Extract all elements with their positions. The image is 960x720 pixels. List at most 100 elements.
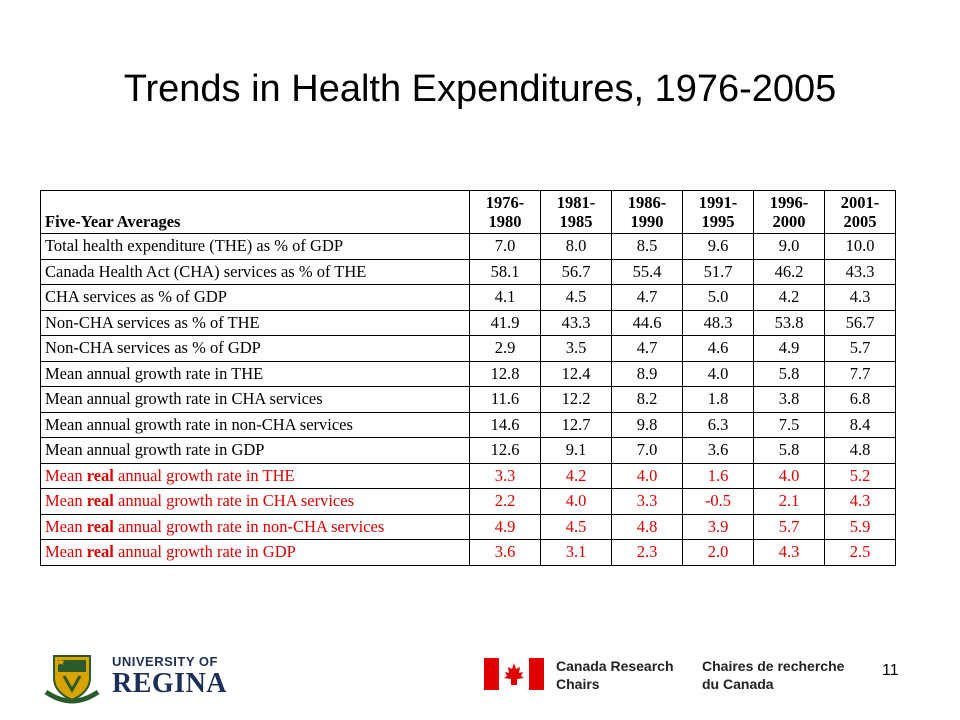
- slide-title: Trends in Health Expenditures, 1976-2005: [123, 68, 837, 110]
- real-emphasis: real: [86, 465, 114, 485]
- table-cell: 4.6: [682, 335, 754, 362]
- table-cell: 3.6: [469, 539, 541, 566]
- table-cell: 9.8: [611, 411, 683, 438]
- row-label: Mean annual growth rate in GDP: [40, 437, 470, 464]
- row-label: Canada Health Act (CHA) services as % of…: [40, 258, 470, 285]
- row-label: Total health expenditure (THE) as % of G…: [40, 233, 470, 260]
- period-header: 1986- 1990: [611, 190, 683, 234]
- table-cell: 5.8: [753, 360, 825, 387]
- table-cell: 14.6: [469, 411, 541, 438]
- table-cell: 5.8: [753, 437, 825, 464]
- table-cell: 56.7: [824, 309, 896, 336]
- table-cell: 11.6: [469, 386, 541, 413]
- row-label: Mean annual growth rate in CHA services: [40, 386, 470, 413]
- table-header-row: Five-Year Averages 1976- 1980 1981- 1985 1…: [40, 190, 896, 234]
- table-cell: 7.0: [611, 437, 683, 464]
- crc-french-line1: Chaires de recherche: [702, 658, 845, 674]
- row-label: Mean real annual growth rate in GDP: [40, 539, 470, 566]
- table-cell: 4.2: [540, 462, 612, 489]
- table-cell: 3.9: [682, 513, 754, 540]
- table-cell: 2.3: [611, 539, 683, 566]
- table-cell: 8.2: [611, 386, 683, 413]
- table-row-real: Mean real annual growth rate in THE 3.3 4.…: [40, 462, 896, 489]
- table-row: Non-CHA services as % of THE 41.9 43.3 44.6…: [40, 309, 896, 336]
- university-name-line2: REGINA: [112, 668, 228, 699]
- table-cell: 2.1: [753, 488, 825, 515]
- table-row: CHA services as % of GDP 4.1 4.5 4.7 5.0 4.2 4…: [40, 284, 896, 311]
- table-row: Mean annual growth rate in CHA services 1…: [40, 386, 896, 413]
- table-row-real: Mean real annual growth rate in non-CHA …: [40, 513, 896, 540]
- table-cell: 9.0: [753, 233, 825, 260]
- table-cell: 1.8: [682, 386, 754, 413]
- table-cell: 4.0: [611, 462, 683, 489]
- table-cell: 4.5: [540, 284, 612, 311]
- table-cell: 3.3: [469, 462, 541, 489]
- row-label: Non-CHA services as % of GDP: [40, 335, 470, 362]
- table-cell: 5.7: [753, 513, 825, 540]
- table-cell: 12.2: [540, 386, 612, 413]
- table-cell: 6.8: [824, 386, 896, 413]
- table-cell: 3.5: [540, 335, 612, 362]
- table-cell: 8.9: [611, 360, 683, 387]
- table-cell: 8.0: [540, 233, 612, 260]
- table-cell: 51.7: [682, 258, 754, 285]
- crc-french-line2: du Canada: [702, 676, 774, 692]
- table-cell: 5.0: [682, 284, 754, 311]
- table-cell: 10.0: [824, 233, 896, 260]
- row-label: CHA services as % of GDP: [40, 284, 470, 311]
- row-label: Mean annual growth rate in THE: [40, 360, 470, 387]
- table-cell: 3.3: [611, 488, 683, 515]
- table-cell: 3.1: [540, 539, 612, 566]
- row-label: Non-CHA services as % of THE: [40, 309, 470, 336]
- table-cell: 9.1: [540, 437, 612, 464]
- crest-icon: [44, 655, 100, 704]
- table-cell: 2.2: [469, 488, 541, 515]
- table-cell: 7.5: [753, 411, 825, 438]
- table-cell: 4.0: [540, 488, 612, 515]
- table-cell: 5.7: [824, 335, 896, 362]
- real-emphasis: real: [86, 516, 114, 536]
- table-cell: 3.6: [682, 437, 754, 464]
- period-header: 1981- 1985: [540, 190, 612, 234]
- canada-flag-icon: [484, 658, 544, 690]
- table-row: Mean annual growth rate in GDP 12.6 9.1 7.0…: [40, 437, 896, 464]
- table-cell: 58.1: [469, 258, 541, 285]
- table-cell: 1.6: [682, 462, 754, 489]
- table-cell: 12.4: [540, 360, 612, 387]
- table-cell: 12.8: [469, 360, 541, 387]
- table-cell: 12.6: [469, 437, 541, 464]
- slide-number: 11: [882, 662, 899, 679]
- table-cell: 56.7: [540, 258, 612, 285]
- table-cell: 4.3: [824, 488, 896, 515]
- table-row: Mean annual growth rate in non-CHA servi…: [40, 411, 896, 438]
- table-cell: 6.3: [682, 411, 754, 438]
- table-cell: 4.2: [753, 284, 825, 311]
- period-header: 1996- 2000: [753, 190, 825, 234]
- period-header: 2001- 2005: [824, 190, 896, 234]
- table-cell: 44.6: [611, 309, 683, 336]
- table-cell: 4.8: [824, 437, 896, 464]
- period-header: 1991- 1995: [682, 190, 754, 234]
- table-cell: 8.5: [611, 233, 683, 260]
- table-cell: 43.3: [824, 258, 896, 285]
- table-cell: 46.2: [753, 258, 825, 285]
- table-row: Non-CHA services as % of GDP 2.9 3.5 4.7 4.6…: [40, 335, 896, 362]
- table-cell: 55.4: [611, 258, 683, 285]
- table-cell: -0.5: [682, 488, 754, 515]
- period-header: 1976- 1980: [469, 190, 541, 234]
- crc-english-line2: Chairs: [556, 676, 600, 692]
- table-cell: 2.9: [469, 335, 541, 362]
- university-of-regina-logo: UNIVERSITY OF REGINA: [44, 652, 234, 704]
- table-cell: 4.9: [469, 513, 541, 540]
- table-cell: 12.7: [540, 411, 612, 438]
- table-row-real: Mean real annual growth rate in CHA serv…: [40, 488, 896, 515]
- table-cell: 4.3: [824, 284, 896, 311]
- table-cell: 4.9: [753, 335, 825, 362]
- table-row: Mean annual growth rate in THE 12.8 12.4 8.…: [40, 360, 896, 387]
- table-row: Total health expenditure (THE) as % of G…: [40, 233, 896, 260]
- row-label: Mean real annual growth rate in THE: [40, 462, 470, 489]
- table-cell: 4.0: [682, 360, 754, 387]
- expenditure-table: Five-Year Averages 1976- 1980 1981- 1985 1…: [40, 190, 896, 566]
- real-emphasis: real: [86, 491, 114, 511]
- table-cell: 2.0: [682, 539, 754, 566]
